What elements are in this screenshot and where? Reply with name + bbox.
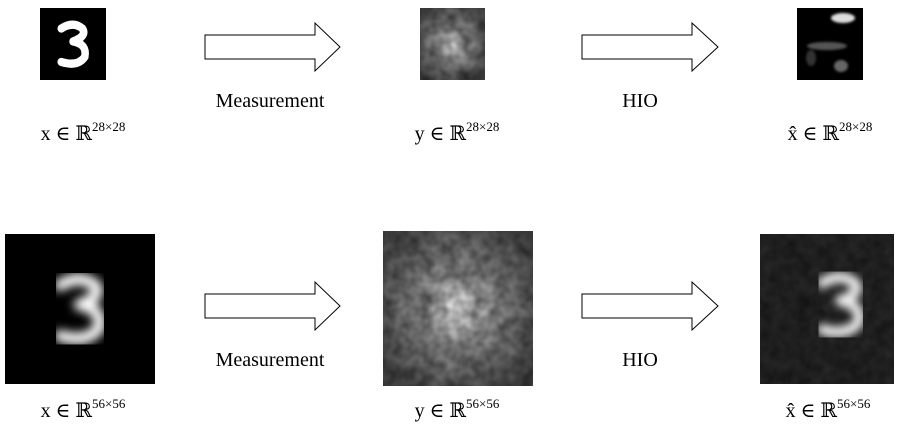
superscript: 28×28 <box>466 119 499 134</box>
step-label: Measurement <box>216 349 325 371</box>
arrow <box>205 282 340 330</box>
output-label: x̂ ∈ ℝ56×56 <box>786 396 871 422</box>
input-label: x ∈ ℝ56×56 <box>41 396 126 422</box>
math: x ∈ ℝ <box>41 123 93 145</box>
arrow <box>582 282 718 330</box>
step-label: Measurement <box>216 90 325 112</box>
superscript: 56×56 <box>92 396 126 411</box>
superscript: 28×28 <box>92 119 125 134</box>
arrow <box>582 23 718 71</box>
measured-image <box>383 231 533 386</box>
arrow <box>205 23 340 71</box>
math: x̂ ∈ ℝ <box>788 123 840 145</box>
math: y ∈ ℝ <box>415 123 467 145</box>
input-image <box>40 8 106 80</box>
measured-label: y ∈ ℝ28×28 <box>415 119 500 145</box>
output-image <box>797 8 863 80</box>
input-label: x ∈ ℝ28×28 <box>41 119 126 145</box>
superscript: 56×56 <box>466 396 500 411</box>
superscript: 56×56 <box>837 396 871 411</box>
output-image <box>760 234 894 384</box>
measured-image <box>420 8 485 80</box>
math: y ∈ ℝ <box>415 400 467 422</box>
step-label: HIO <box>622 90 658 112</box>
step-label: HIO <box>622 349 658 371</box>
input-image <box>5 234 155 384</box>
measured-label: y ∈ ℝ56×56 <box>415 396 500 422</box>
math: x ∈ ℝ <box>41 400 93 422</box>
math: x̂ ∈ ℝ <box>786 400 838 422</box>
row-1: Measurement HIO x ∈ ℝ28×28 y ∈ ℝ28×28 x̂… <box>40 8 872 145</box>
diagram: Measurement HIO x ∈ ℝ28×28 y ∈ ℝ28×28 x̂… <box>0 0 898 428</box>
row-2: Measurement HIO x ∈ ℝ56×56 y ∈ ℝ56×56 x̂… <box>5 231 894 422</box>
superscript: 28×28 <box>839 119 872 134</box>
output-label: x̂ ∈ ℝ28×28 <box>788 119 873 145</box>
